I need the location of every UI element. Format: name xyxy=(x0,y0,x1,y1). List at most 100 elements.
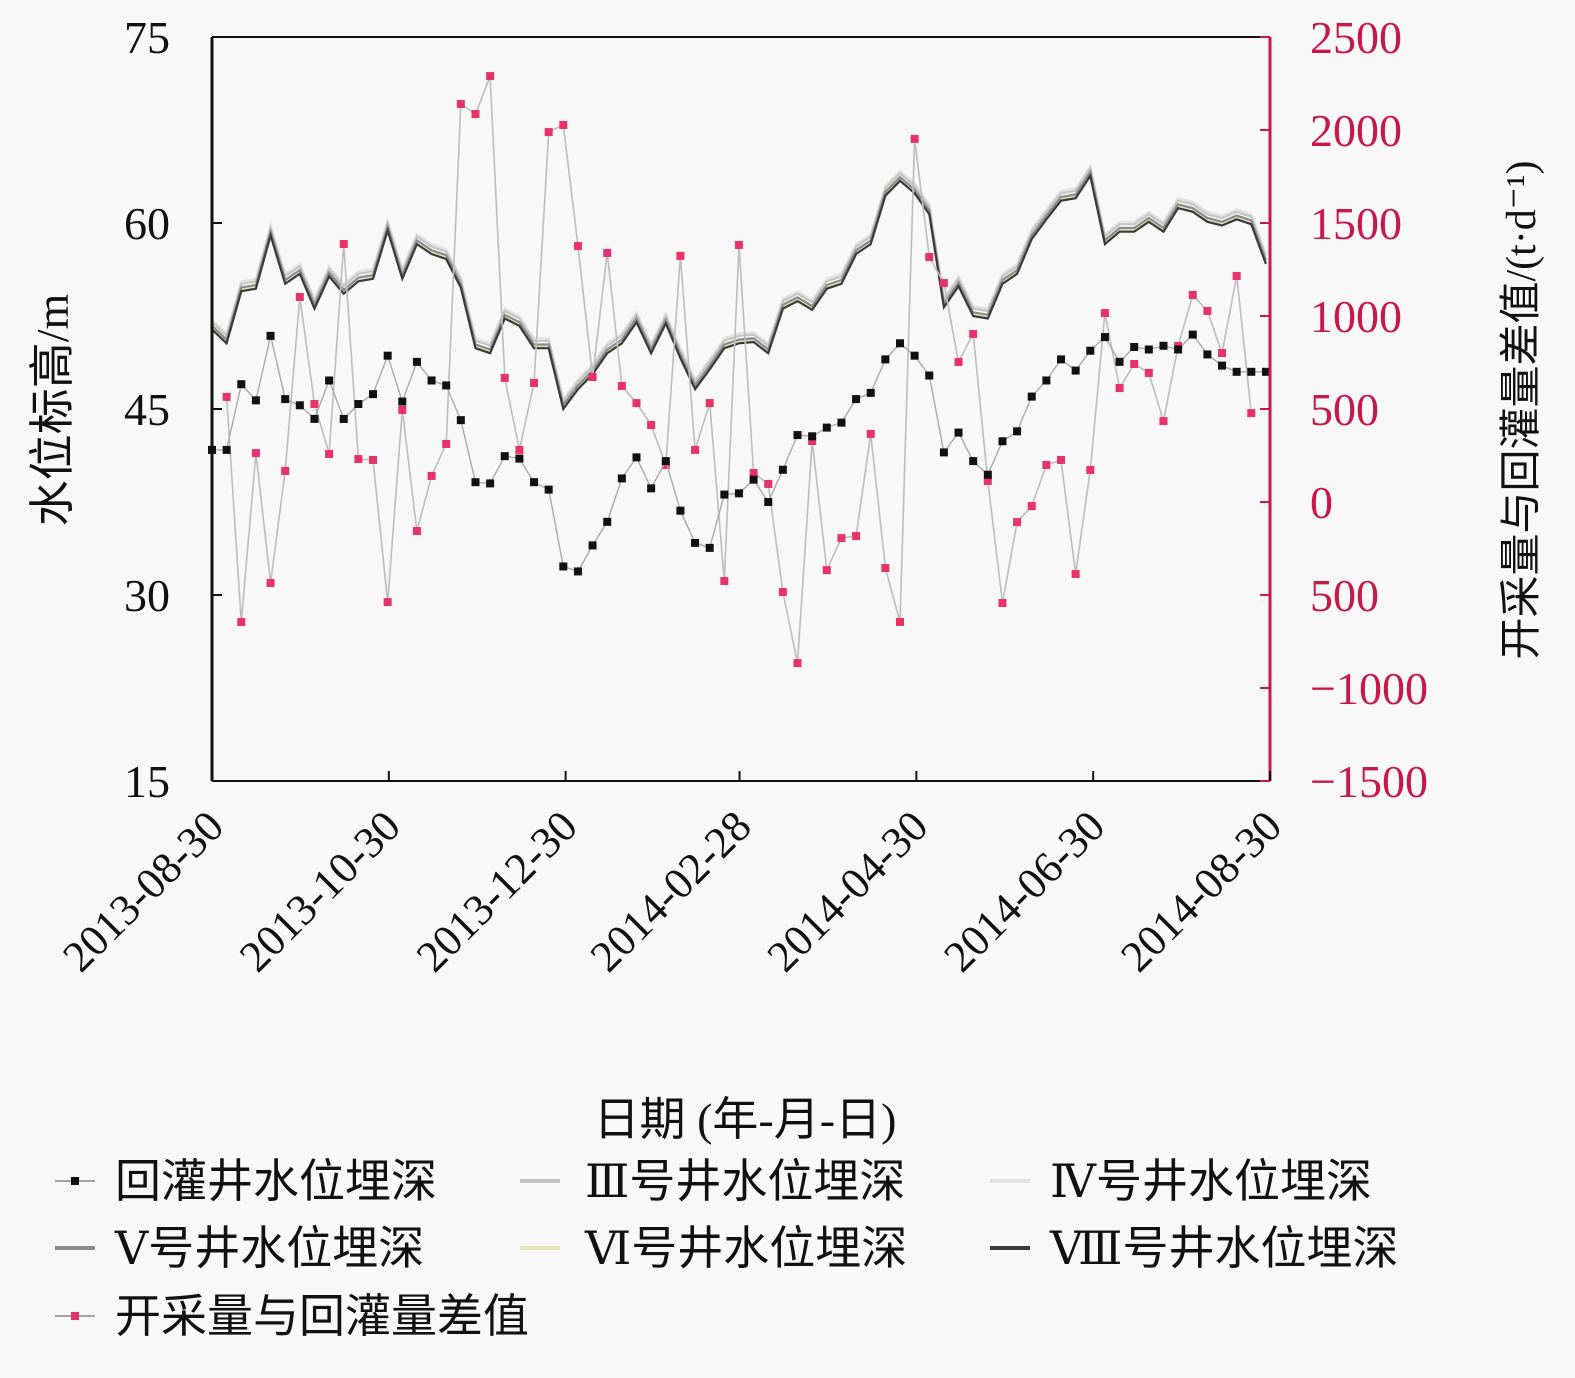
recharge-well-point-4 xyxy=(266,331,275,340)
difference-point-33 xyxy=(705,399,714,408)
recharge-well-point-65 xyxy=(1159,341,1168,350)
recharge-well-point-64 xyxy=(1144,345,1153,354)
recharge-well-point-71 xyxy=(1247,367,1256,376)
difference-point-54 xyxy=(1013,518,1022,527)
difference-point-60 xyxy=(1100,309,1109,318)
recharge-well-point-5 xyxy=(281,395,290,404)
y-right-tick-label: 500 xyxy=(1310,570,1379,621)
recharge-well-point-41 xyxy=(808,432,817,441)
y-left-tick-label: 45 xyxy=(124,384,170,435)
legend-item-5: Ⅷ号井水位埋深 xyxy=(990,1221,1398,1275)
recharge-well-point-39 xyxy=(778,465,787,474)
recharge-well-point-59 xyxy=(1071,366,1080,375)
y-right-tick-label: −1500 xyxy=(1310,756,1428,807)
difference-point-53 xyxy=(998,598,1007,607)
difference-point-10 xyxy=(369,455,378,464)
recharge-well-point-26 xyxy=(588,541,597,550)
plot-area: 15 30 45 60 75 2500 2000 1500 1000 500 0 500 −1000 −1… xyxy=(53,12,1428,981)
y-left-tick-label: 75 xyxy=(124,12,170,63)
difference-point-64 xyxy=(1159,417,1168,426)
difference-point-42 xyxy=(837,534,846,543)
legend-label: Ⅲ号井水位埋深 xyxy=(585,1154,905,1208)
legend-item-2: Ⅳ号井水位埋深 xyxy=(990,1154,1372,1208)
legend: 回灌井水位埋深 Ⅲ号井水位埋深 Ⅳ号井水位埋深 Ⅴ号井水位埋深 Ⅵ号井水位埋深 Ⅷ号井水位… xyxy=(55,1154,1398,1343)
x-tick-label: 2014-02-28 xyxy=(581,801,761,981)
recharge-well-point-43 xyxy=(837,418,846,427)
recharge-well-point-60 xyxy=(1086,346,1095,355)
difference-point-2 xyxy=(251,449,260,458)
difference-point-29 xyxy=(647,420,656,429)
recharge-well-point-15 xyxy=(427,376,436,385)
recharge-well-point-20 xyxy=(500,452,509,461)
well-line-4 xyxy=(211,173,1267,412)
legend-item-0: 回灌井水位埋深 xyxy=(55,1154,437,1208)
recharge-well-point-27 xyxy=(603,517,612,526)
difference-point-57 xyxy=(1057,455,1066,464)
recharge-well-point-69 xyxy=(1218,361,1227,370)
recharge-well-point-31 xyxy=(661,457,670,466)
recharge-well-point-72 xyxy=(1261,367,1270,376)
recharge-well-point-48 xyxy=(910,351,919,360)
difference-point-49 xyxy=(939,279,948,288)
difference-point-55 xyxy=(1027,502,1036,511)
recharge-well-point-47 xyxy=(895,339,904,348)
difference-point-39 xyxy=(793,659,802,668)
difference-point-61 xyxy=(1115,383,1124,392)
recharge-well-point-46 xyxy=(881,355,890,364)
difference-point-1 xyxy=(237,617,246,626)
difference-point-35 xyxy=(734,240,743,249)
difference-point-37 xyxy=(764,479,773,488)
recharge-well-point-10 xyxy=(354,400,363,409)
recharge-well-point-51 xyxy=(954,428,963,437)
legend-marker-icon xyxy=(71,1312,79,1320)
recharge-well-point-3 xyxy=(251,396,260,405)
recharge-well-point-16 xyxy=(442,381,451,390)
recharge-well-point-57 xyxy=(1042,376,1051,385)
y-right-tick-label: 1500 xyxy=(1310,198,1402,249)
difference-point-27 xyxy=(617,381,626,390)
difference-point-13 xyxy=(412,527,421,536)
recharge-well-point-9 xyxy=(339,414,348,423)
y-right-tick-label: 500 xyxy=(1310,384,1379,435)
legend-label: Ⅵ号井水位埋深 xyxy=(584,1221,907,1275)
difference-point-11 xyxy=(383,598,392,607)
recharge-well-point-45 xyxy=(866,388,875,397)
difference-point-23 xyxy=(559,120,568,129)
recharge-well-point-34 xyxy=(705,543,714,552)
recharge-well-point-63 xyxy=(1130,343,1139,351)
difference-point-56 xyxy=(1042,460,1051,469)
difference-point-14 xyxy=(427,471,436,480)
difference-point-15 xyxy=(442,439,451,448)
recharge-well-point-53 xyxy=(983,470,992,479)
x-tick-label: 2014-06-30 xyxy=(934,801,1114,981)
difference-point-31 xyxy=(676,251,685,260)
x-tick-label: 2013-10-30 xyxy=(230,801,410,981)
difference-point-48 xyxy=(925,253,934,262)
legend-label: Ⅷ号井水位埋深 xyxy=(1049,1221,1398,1275)
difference-point-28 xyxy=(632,399,641,408)
difference-point-4 xyxy=(281,466,290,475)
difference-point-62 xyxy=(1130,359,1139,368)
recharge-well-point-13 xyxy=(398,397,407,406)
difference-point-46 xyxy=(895,617,904,626)
recharge-well-point-62 xyxy=(1115,357,1124,366)
recharge-well-point-14 xyxy=(412,357,421,366)
y-right-tick-label: 2500 xyxy=(1310,12,1402,63)
difference-point-25 xyxy=(588,373,597,382)
difference-point-38 xyxy=(778,588,787,597)
recharge-well-point-30 xyxy=(647,484,656,493)
recharge-well-point-25 xyxy=(573,567,582,576)
recharge-well-point-24 xyxy=(559,562,568,571)
recharge-well-point-67 xyxy=(1188,330,1197,339)
difference-point-9 xyxy=(354,455,363,464)
recharge-well-point-58 xyxy=(1057,355,1066,364)
recharge-well-point-19 xyxy=(486,479,495,488)
y-left-tick-label: 15 xyxy=(124,756,170,807)
recharge-well-point-11 xyxy=(369,390,378,399)
y-right-tick-label: 1000 xyxy=(1310,291,1402,342)
difference-point-44 xyxy=(866,429,875,438)
y-left-tick-label: 60 xyxy=(124,198,170,249)
difference-point-19 xyxy=(500,373,509,382)
difference-point-36 xyxy=(749,468,758,477)
